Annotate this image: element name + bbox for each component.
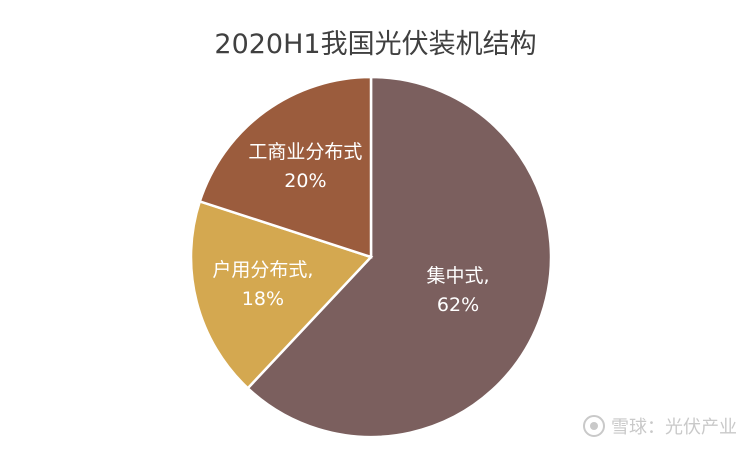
slice-name-label: 集中式, — [426, 265, 490, 288]
snowball-logo-icon — [583, 415, 605, 437]
watermark: 雪球：光伏产业 — [583, 413, 737, 439]
slice-label-2: 工商业分布式 20% — [248, 138, 362, 196]
slice-label-1: 户用分布式, 18% — [212, 256, 313, 314]
slice-value-label: 62% — [436, 294, 480, 317]
pie-slice-0 — [246, 75, 553, 439]
slice-name-label: 户用分布式, — [212, 258, 314, 281]
pie-slice-2 — [198, 75, 373, 259]
watermark-text: 雪球：光伏产业 — [611, 417, 737, 438]
slice-label-0: 集中式, 62% — [426, 262, 489, 320]
slice-name-label: 工商业分布式 — [248, 140, 363, 163]
pie-slice-1 — [189, 199, 374, 390]
slice-value-label: 20% — [284, 169, 327, 192]
slice-value-label: 18% — [241, 287, 285, 310]
chart-title: 2020H1我国光伏装机结构 — [214, 29, 537, 60]
